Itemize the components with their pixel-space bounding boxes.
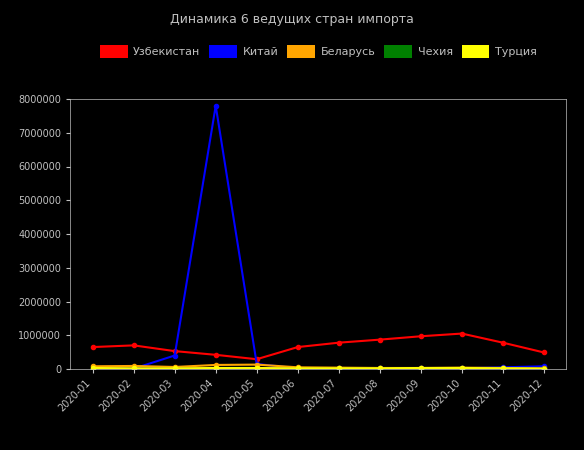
Чехия	[540, 366, 547, 372]
Line: Узбекистан: Узбекистан	[91, 332, 546, 361]
Китай	[89, 366, 96, 371]
Китай	[253, 361, 260, 367]
Чехия	[418, 366, 425, 372]
Беларусь	[89, 364, 96, 369]
Чехия	[458, 366, 465, 372]
Турция	[418, 365, 425, 371]
Узбекистан	[458, 331, 465, 336]
Турция	[376, 365, 383, 371]
Беларусь	[253, 362, 260, 367]
Line: Беларусь: Беларусь	[91, 363, 546, 370]
Китай	[418, 365, 425, 371]
Турция	[89, 365, 96, 371]
Турция	[294, 365, 301, 371]
Узбекистан	[171, 348, 178, 354]
Узбекистан	[540, 350, 547, 355]
Чехия	[89, 366, 96, 372]
Чехия	[335, 366, 342, 372]
Text: Динамика 6 ведущих стран импорта: Динамика 6 ведущих стран импорта	[170, 14, 414, 27]
Line: Чехия: Чехия	[91, 367, 546, 371]
Беларусь	[130, 363, 137, 369]
Турция	[253, 365, 260, 371]
Турция	[335, 365, 342, 371]
Турция	[212, 365, 219, 371]
Узбекистан	[294, 344, 301, 350]
Чехия	[253, 366, 260, 371]
Турция	[458, 365, 465, 371]
Китай	[499, 364, 506, 370]
Legend: Узбекистан, Китай, Беларусь, Чехия, Турция: Узбекистан, Китай, Беларусь, Чехия, Турц…	[100, 45, 537, 58]
Чехия	[171, 366, 178, 372]
Беларусь	[540, 365, 547, 371]
Турция	[499, 365, 506, 371]
Line: Турция: Турция	[91, 366, 546, 371]
Чехия	[130, 366, 137, 372]
Турция	[130, 365, 137, 371]
Узбекистан	[499, 340, 506, 346]
Китай	[130, 366, 137, 371]
Узбекистан	[376, 337, 383, 342]
Беларусь	[294, 364, 301, 370]
Китай	[212, 103, 219, 108]
Беларусь	[335, 365, 342, 370]
Узбекистан	[212, 352, 219, 358]
Турция	[540, 366, 547, 371]
Беларусь	[458, 365, 465, 370]
Узбекистан	[130, 343, 137, 348]
Китай	[376, 365, 383, 371]
Китай	[171, 353, 178, 358]
Беларусь	[212, 362, 219, 368]
Китай	[335, 365, 342, 371]
Узбекистан	[418, 333, 425, 339]
Чехия	[212, 366, 219, 372]
Китай	[294, 365, 301, 371]
Турция	[171, 365, 178, 371]
Узбекистан	[335, 340, 342, 346]
Чехия	[376, 366, 383, 372]
Китай	[540, 364, 547, 369]
Беларусь	[171, 364, 178, 370]
Line: Китай: Китай	[91, 104, 546, 371]
Узбекистан	[253, 356, 260, 362]
Беларусь	[499, 365, 506, 371]
Чехия	[294, 366, 301, 372]
Китай	[458, 365, 465, 371]
Узбекистан	[89, 344, 96, 350]
Беларусь	[376, 365, 383, 371]
Чехия	[499, 366, 506, 372]
Беларусь	[418, 365, 425, 371]
